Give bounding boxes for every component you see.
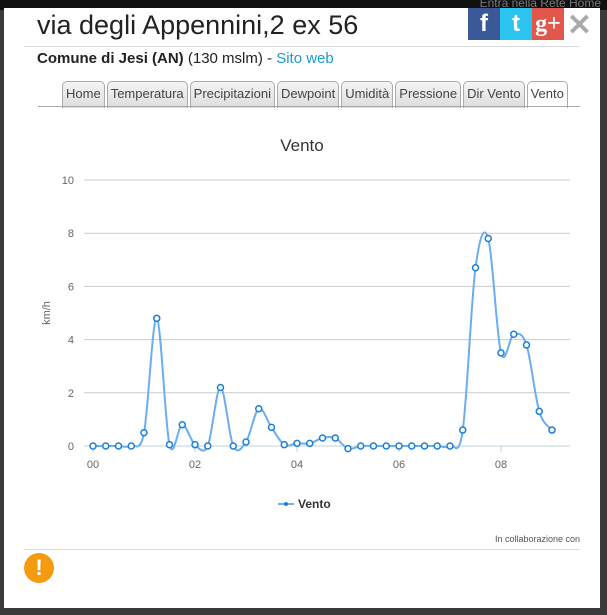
data-point [369,442,378,450]
data-point [153,314,161,323]
data-point [89,442,97,450]
top-nav-links[interactable]: Entra nella Rete Home [479,0,601,10]
legend-marker [284,502,288,506]
data-point [178,420,186,429]
station-title: via degli Appennini,2 ex 56 [37,10,359,40]
data-point [471,264,480,272]
tab-vento[interactable]: Vento [526,81,568,108]
y-tick-label: 2 [68,388,74,400]
y-tick-label: 0 [68,441,74,453]
twitter-icon[interactable]: t [500,8,532,40]
data-point [306,439,314,448]
comune-name: Comune di Jesi (AN) [37,50,184,67]
data-point [229,442,237,450]
data-point [522,341,531,349]
y-tick-label: 8 [68,228,74,240]
data-point [280,440,288,449]
data-point [484,234,492,243]
tab-divider [38,106,580,107]
data-point [446,442,454,450]
data-point [548,426,556,434]
x-tick-label: 02 [189,459,201,471]
station-subtitle: Comune di Jesi (AN) (130 mslm) - Sito we… [37,50,334,67]
data-point [216,383,225,392]
legend-label: Vento [298,497,331,511]
data-point [344,444,352,453]
data-point [242,438,250,446]
tab-pressione[interactable]: Pressione [395,81,462,108]
data-point [382,442,390,450]
tab-umidità[interactable]: Umidità [341,81,394,108]
data-point [114,442,123,450]
chart-title: Vento [280,136,324,155]
data-point [191,440,199,449]
series-line [92,231,553,452]
data-point [510,330,518,339]
x-tick-label: 06 [393,459,405,471]
divider [24,46,580,47]
data-point [331,434,339,442]
divider [24,549,580,550]
data-point [433,442,441,450]
tab-temperatura[interactable]: Temperatura [106,81,188,108]
tab-bar: Home Temperatura Precipitazioni Dewpoint Umi… [62,81,568,108]
data-point [318,434,327,442]
facebook-icon[interactable]: f [468,8,500,40]
station-modal: via degli Appennini,2 ex 56 f t g+ ✕ Com… [4,8,600,608]
tab-dewpoint[interactable]: Dewpoint [277,81,340,108]
data-point [395,442,403,450]
data-point [408,442,416,450]
data-point [165,440,174,449]
tab-precipitazioni[interactable]: Precipitazioni [189,81,275,108]
website-link[interactable]: Sito web [276,50,334,67]
google-plus-icon[interactable]: g+ [532,8,564,40]
tab-home[interactable]: Home [62,81,105,108]
y-tick-label: 4 [68,335,74,347]
y-tick-label: 10 [62,175,74,187]
altitude: (130 mslm) - [187,50,273,67]
warning-icon[interactable]: ! [24,553,54,583]
data-point [204,442,212,450]
y-axis-label: km/h [41,301,53,325]
tab-dir-vento[interactable]: Dir Vento [463,81,525,108]
y-tick-label: 6 [68,281,74,293]
top-nav: Entra nella Rete Home [0,0,607,10]
data-point [420,442,429,450]
data-point [140,428,148,437]
data-point [497,349,505,357]
data-point [267,423,276,432]
data-point [357,442,365,450]
data-point [102,442,110,450]
social-buttons: f t g+ [468,8,564,40]
data-point [255,405,263,413]
x-tick-label: 00 [87,459,99,471]
x-tick-label: 08 [495,459,507,471]
x-tick-label: 04 [291,459,303,471]
data-point [535,407,543,416]
collaboration-text: In collaborazione con [494,534,580,544]
data-point [293,439,301,448]
close-icon[interactable]: ✕ [566,9,592,42]
data-point [459,426,467,434]
data-point [127,442,135,450]
